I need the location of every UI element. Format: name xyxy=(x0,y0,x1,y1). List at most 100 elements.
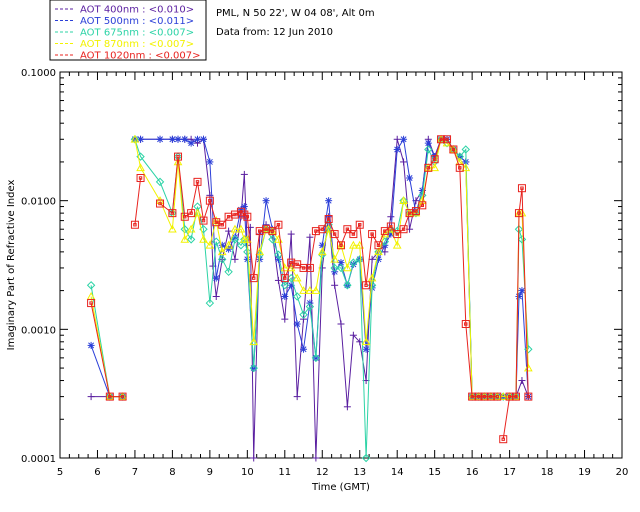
data-point xyxy=(324,215,333,224)
data-point xyxy=(449,144,458,153)
data-point xyxy=(361,337,371,346)
data-point xyxy=(156,199,165,208)
data-point xyxy=(274,220,283,229)
y-tick-label: 0.0100 xyxy=(21,197,56,208)
data-point xyxy=(524,392,533,401)
data-point xyxy=(400,135,408,143)
data-point xyxy=(206,158,214,166)
data-point xyxy=(468,392,477,401)
data-point xyxy=(199,216,208,225)
data-point xyxy=(180,234,190,243)
data-point xyxy=(181,135,189,143)
data-point xyxy=(262,197,270,205)
data-point xyxy=(443,135,452,144)
data-point xyxy=(281,292,289,300)
data-point xyxy=(368,230,377,239)
x-tick-label: 17 xyxy=(503,467,516,478)
data-point xyxy=(399,225,408,234)
data-point xyxy=(343,403,351,411)
data-point xyxy=(174,152,183,161)
data-point xyxy=(355,220,364,229)
data-point xyxy=(480,392,489,401)
series-line xyxy=(90,303,123,398)
legend-label: AOT 675nm : <0.007> xyxy=(80,28,194,39)
data-point xyxy=(87,393,95,401)
data-point xyxy=(424,163,433,172)
data-point xyxy=(225,227,233,235)
data-point xyxy=(380,229,390,238)
data-point xyxy=(130,220,139,229)
data-point xyxy=(411,208,421,217)
data-point xyxy=(205,240,215,249)
series-line xyxy=(90,345,123,398)
data-point xyxy=(180,225,189,234)
data-point xyxy=(393,145,401,153)
data-point xyxy=(174,135,182,143)
data-point xyxy=(380,227,389,236)
data-point xyxy=(136,174,145,183)
data-point xyxy=(524,345,533,354)
data-point xyxy=(118,392,127,401)
x-tick-label: 12 xyxy=(316,467,329,478)
data-point xyxy=(218,255,227,264)
x-tick-label: 8 xyxy=(169,467,175,478)
data-point xyxy=(474,392,483,401)
data-point xyxy=(517,184,526,193)
data-point xyxy=(424,145,433,154)
data-point xyxy=(186,224,196,233)
data-point xyxy=(362,281,371,290)
data-point xyxy=(242,234,252,243)
data-point xyxy=(286,273,296,283)
data-point xyxy=(249,274,258,283)
data-point xyxy=(393,230,402,239)
data-point xyxy=(349,230,358,239)
x-tick-label: 14 xyxy=(391,467,404,478)
data-point xyxy=(292,292,302,301)
data-point xyxy=(337,241,345,250)
data-point xyxy=(305,286,315,294)
data-point xyxy=(393,135,401,143)
data-point xyxy=(299,286,308,294)
x-tick-label: 5 xyxy=(57,467,63,478)
data-point xyxy=(212,218,221,227)
data-point xyxy=(486,392,495,401)
x-axis-label: Time (GMT) xyxy=(311,482,370,493)
data-point xyxy=(231,255,239,263)
data-point xyxy=(292,273,302,282)
x-tick-label: 11 xyxy=(278,467,291,478)
data-point xyxy=(136,163,145,172)
data-point xyxy=(311,353,321,363)
x-tick-label: 10 xyxy=(241,467,254,478)
y-axis-label: Imaginary Part of Refractive Index xyxy=(6,180,17,351)
data-point xyxy=(317,247,327,256)
data-point xyxy=(515,292,523,300)
data-point xyxy=(249,337,259,346)
data-point xyxy=(374,247,383,257)
data-point xyxy=(392,240,402,249)
data-point xyxy=(287,258,296,267)
y-tick-label: 0.0010 xyxy=(21,325,56,336)
data-point xyxy=(461,145,470,154)
data-point xyxy=(311,286,321,294)
data-point xyxy=(325,197,333,205)
x-tick-label: 7 xyxy=(132,467,138,478)
data-point xyxy=(343,225,352,234)
data-point xyxy=(337,320,345,328)
data-point xyxy=(87,341,95,349)
data-point xyxy=(511,392,520,401)
data-point xyxy=(331,281,339,289)
legend-label: AOT 500nm : <0.011> xyxy=(80,16,194,27)
chart-subtitle: Data from: 12 Jun 2010 xyxy=(216,27,333,38)
data-point xyxy=(268,227,277,236)
data-point xyxy=(105,392,114,401)
data-point xyxy=(430,155,439,164)
x-tick-label: 9 xyxy=(207,467,213,478)
data-point xyxy=(255,227,264,236)
y-tick-label: 0.1000 xyxy=(21,68,56,79)
x-tick-label: 6 xyxy=(94,467,100,478)
data-point xyxy=(418,201,427,210)
data-point xyxy=(230,235,240,244)
data-point xyxy=(518,377,526,385)
data-point xyxy=(455,152,464,161)
data-point xyxy=(217,247,227,256)
